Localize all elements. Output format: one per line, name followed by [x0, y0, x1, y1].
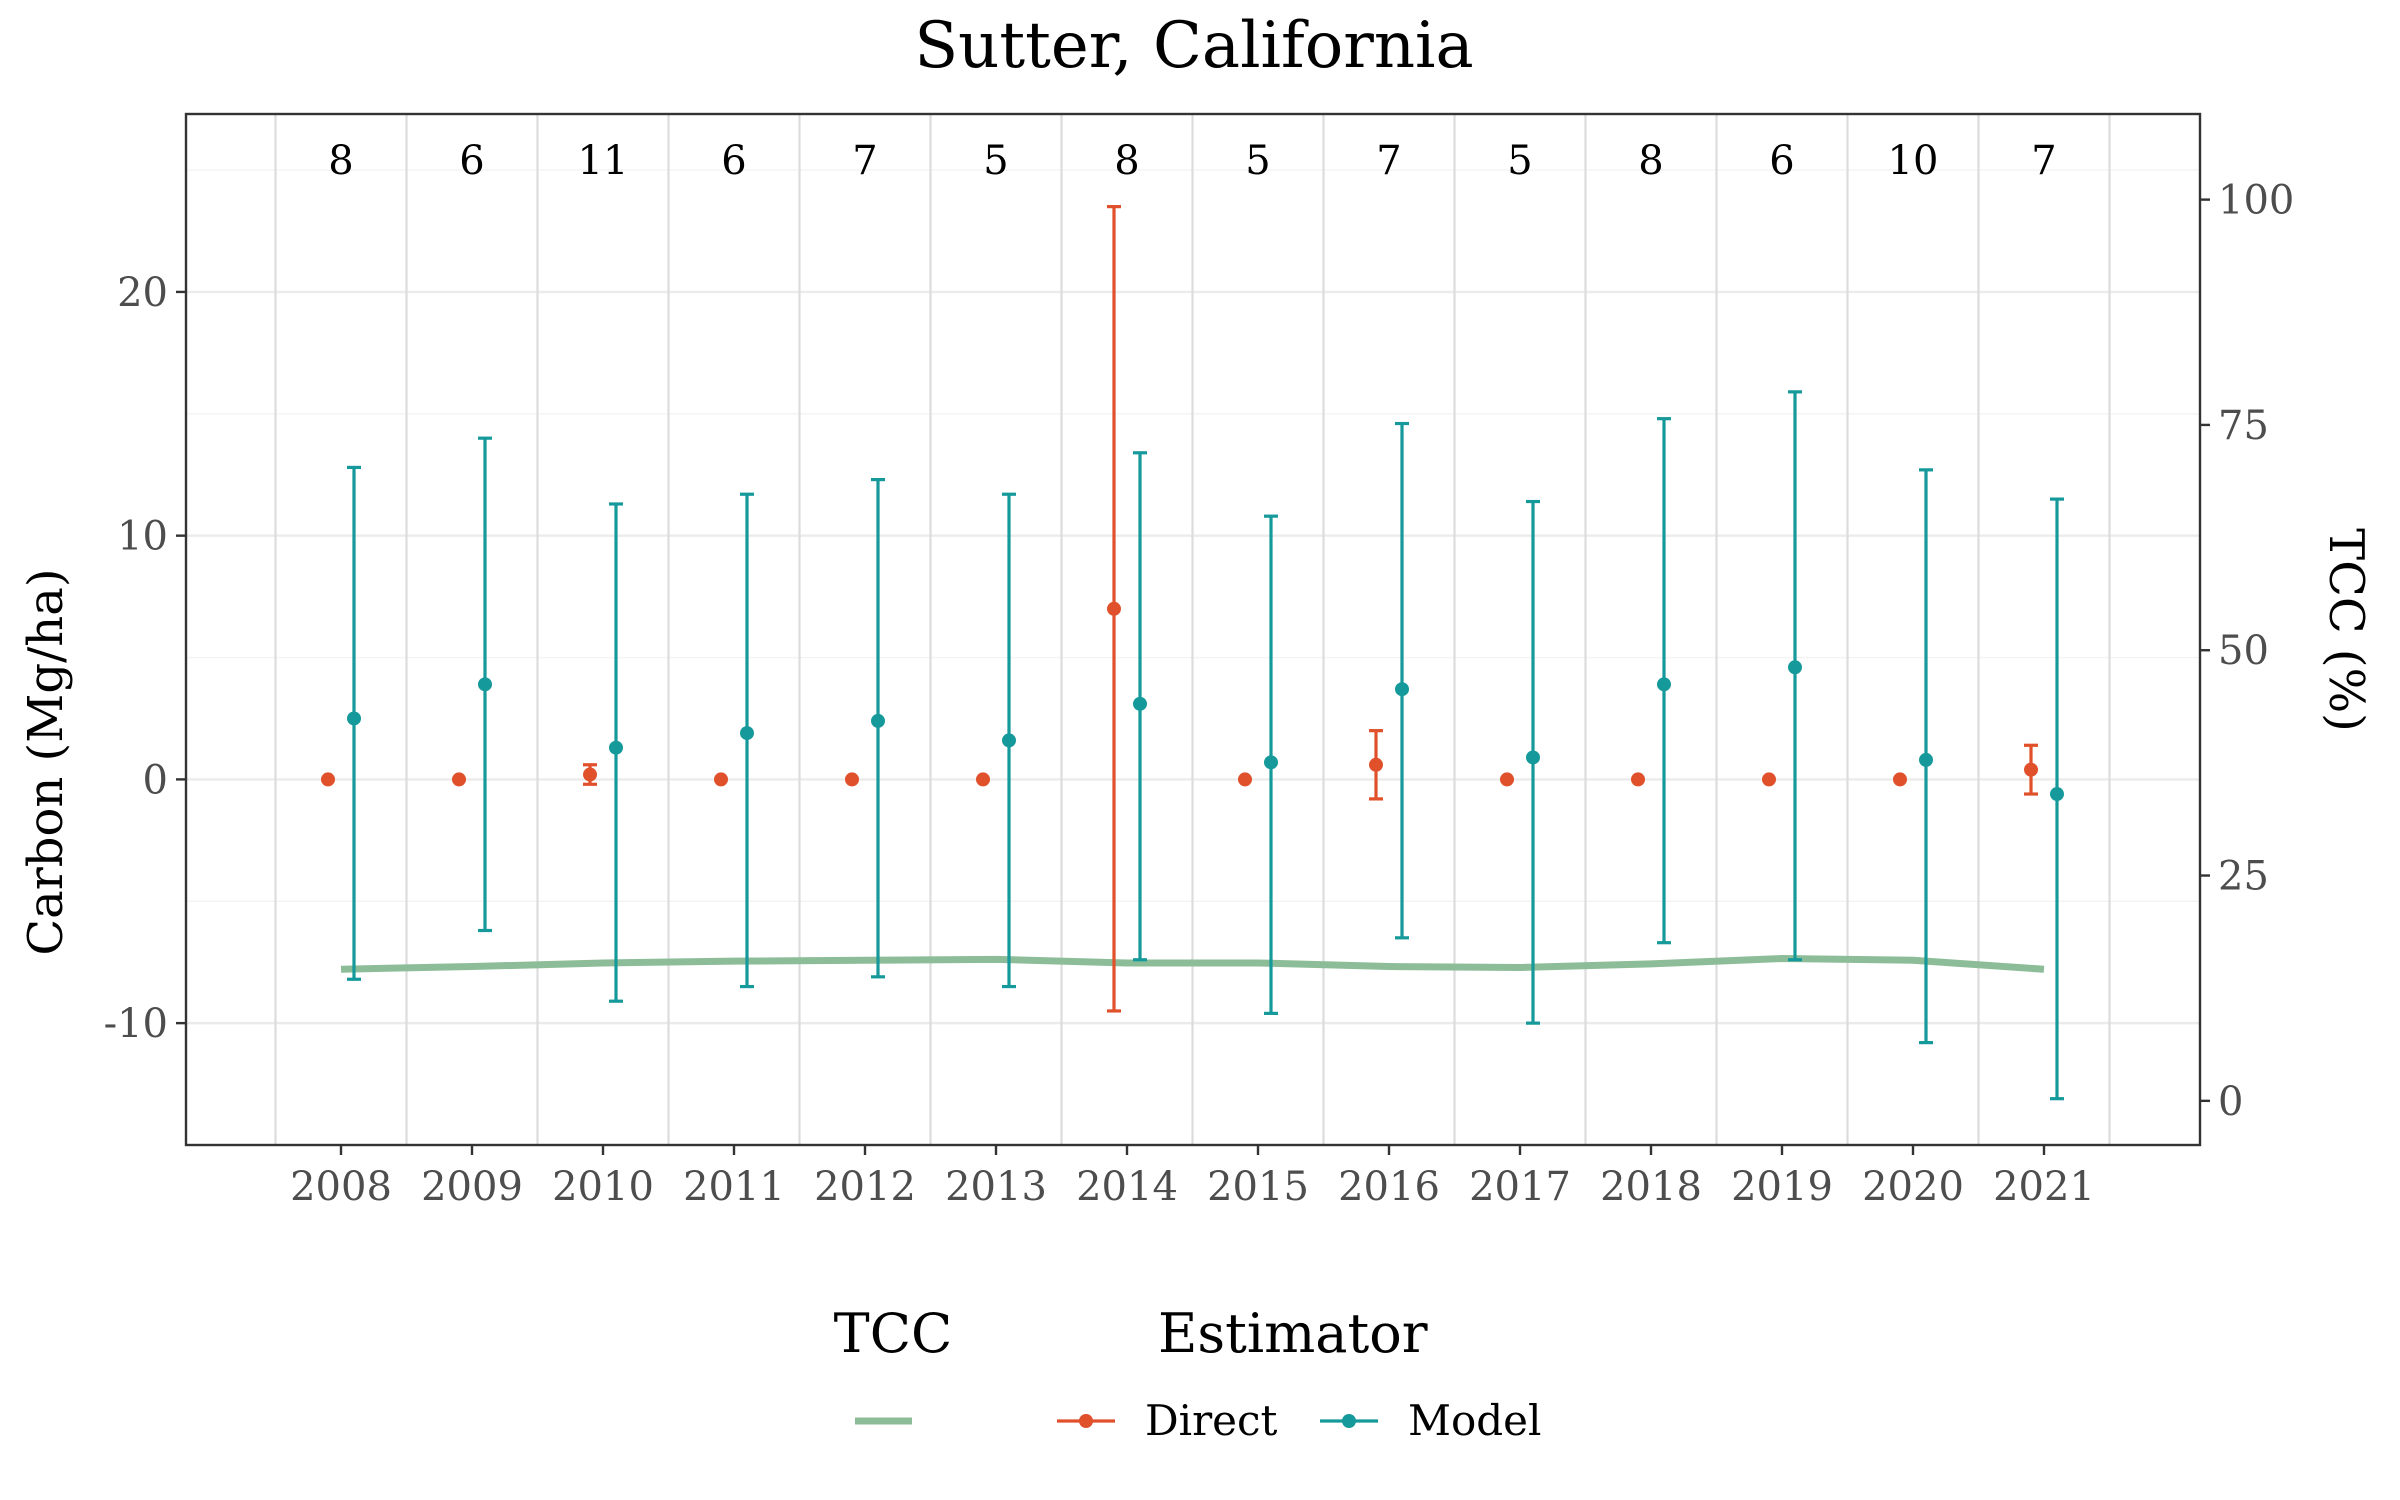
model-point — [1133, 696, 1147, 711]
sample-count-label: 8 — [328, 138, 353, 184]
direct-point — [714, 772, 728, 787]
model-point — [1526, 750, 1540, 765]
model-point — [478, 677, 492, 692]
y2-axis-title: TCC (%) — [2318, 528, 2374, 732]
direct-point — [321, 772, 335, 787]
sample-count-label: 11 — [578, 138, 629, 184]
model-point — [1788, 660, 1802, 675]
model-point — [1002, 733, 1016, 748]
direct-point — [1500, 772, 1514, 787]
model-point — [2050, 787, 2064, 802]
model-point — [347, 711, 361, 726]
model-point — [871, 713, 885, 728]
x-tick-label: 2019 — [1731, 1164, 1833, 1210]
direct-point — [2024, 762, 2038, 777]
model-point — [609, 740, 623, 755]
direct-point — [1107, 601, 1121, 616]
y-tick-label: -10 — [104, 1001, 168, 1047]
x-tick-label: 2008 — [290, 1164, 392, 1210]
legend-title-estimator: Estimator — [1158, 1302, 1428, 1365]
sample-count-label: 8 — [1114, 138, 1139, 184]
sample-count-label: 7 — [852, 138, 877, 184]
sample-count-label: 10 — [1888, 138, 1939, 184]
sample-count-label: 8 — [1638, 138, 1663, 184]
chart-title: Sutter, California — [914, 9, 1473, 83]
sample-count-label: 5 — [1245, 138, 1270, 184]
direct-point — [1631, 772, 1645, 787]
legend-label-direct: Direct — [1145, 1396, 1278, 1445]
y2-tick-label: 50 — [2218, 628, 2269, 674]
legend-key-model-point — [1342, 1414, 1356, 1428]
x-tick-label: 2016 — [1338, 1164, 1440, 1210]
plot-border — [184, 112, 2202, 1147]
direct-point — [1893, 772, 1907, 787]
y-tick-label: 0 — [143, 757, 168, 803]
y2-tick-label: 100 — [2218, 178, 2294, 224]
x-tick-label: 2011 — [683, 1164, 785, 1210]
sample-count-label: 6 — [721, 138, 746, 184]
sample-count-label: 6 — [1769, 138, 1794, 184]
x-tick-label: 2012 — [814, 1164, 916, 1210]
legend-title-tcc: TCC — [834, 1302, 953, 1365]
model-point — [1395, 682, 1409, 697]
direct-point — [1762, 772, 1776, 787]
direct-point — [452, 772, 466, 787]
x-tick-label: 2009 — [421, 1164, 523, 1210]
model-point — [1264, 755, 1278, 770]
direct-point — [1369, 757, 1383, 772]
y2-tick-label: 0 — [2218, 1079, 2243, 1125]
model-point — [1919, 752, 1933, 767]
sample-count-label: 7 — [2031, 138, 2056, 184]
y-axis-title: Carbon (Mg/ha) — [18, 568, 74, 955]
direct-point — [583, 767, 597, 782]
direct-point — [976, 772, 990, 787]
x-tick-label: 2020 — [1862, 1164, 1964, 1210]
sample-count-label: 5 — [1507, 138, 1532, 184]
y-tick-label: 10 — [117, 514, 168, 560]
y-tick-label: 20 — [117, 270, 168, 316]
x-tick-label: 2014 — [1076, 1164, 1178, 1210]
x-tick-label: 2021 — [1993, 1164, 2095, 1210]
x-tick-label: 2010 — [552, 1164, 654, 1210]
legend-label-model: Model — [1408, 1396, 1541, 1445]
direct-point — [845, 772, 859, 787]
y2-tick-label: 25 — [2218, 854, 2269, 900]
x-tick-label: 2017 — [1469, 1164, 1571, 1210]
tcc-line — [340, 954, 2045, 973]
direct-point — [1238, 772, 1252, 787]
legend: TCC Estimator Direct Model — [834, 1302, 1542, 1445]
model-point — [1657, 677, 1671, 692]
legend-key-direct-point — [1079, 1414, 1093, 1428]
x-tick-label: 2013 — [945, 1164, 1047, 1210]
sample-count-label: 6 — [459, 138, 484, 184]
sample-count-label: 5 — [983, 138, 1008, 184]
x-tick-label: 2015 — [1207, 1164, 1309, 1210]
model-point — [740, 726, 754, 741]
x-tick-label: 2018 — [1600, 1164, 1702, 1210]
y2-tick-label: 75 — [2218, 403, 2269, 449]
sample-count-label: 7 — [1376, 138, 1401, 184]
